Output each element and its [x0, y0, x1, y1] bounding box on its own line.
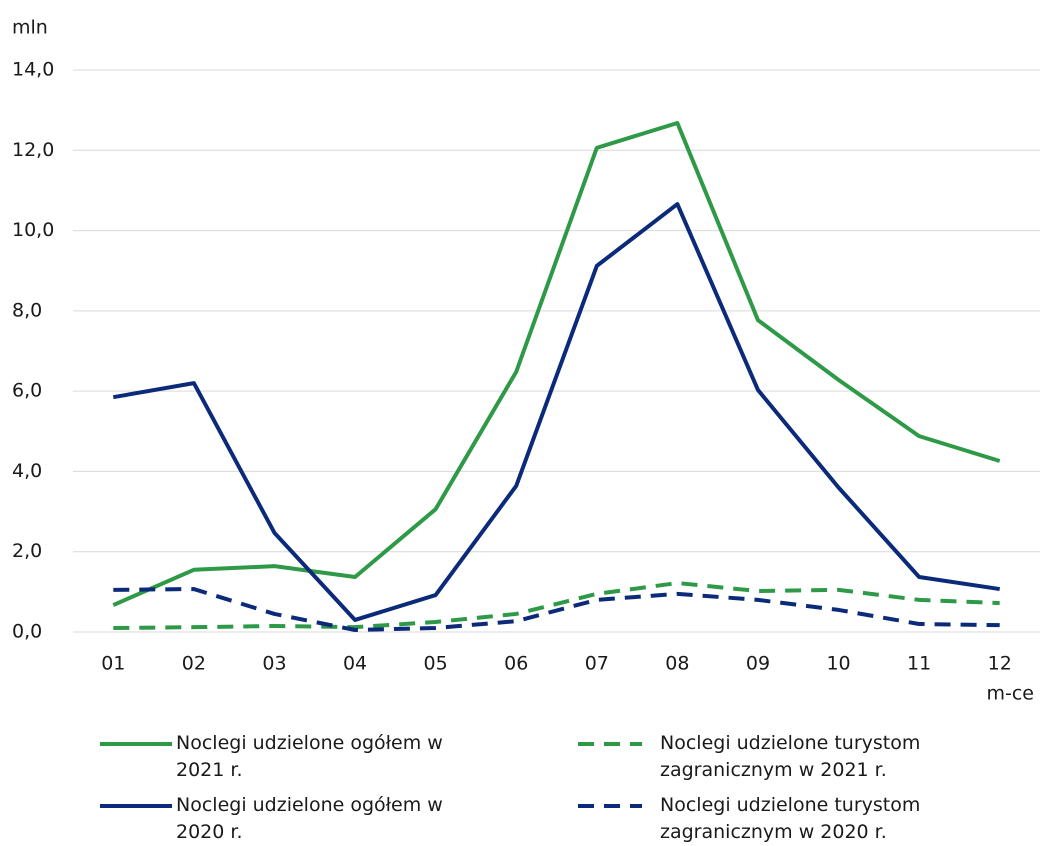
x-tick-label: 06 — [504, 653, 528, 675]
y-axis-label: mln — [12, 17, 48, 39]
legend-label: Noclegi udzielone turystom zagranicznym … — [660, 794, 921, 843]
x-tick-label: 05 — [424, 653, 448, 675]
y-tick-label: 8,0 — [12, 299, 42, 321]
legend-item: Noclegi udzielone ogółem w 2020 r. — [100, 792, 496, 846]
x-tick-label: 04 — [343, 653, 367, 675]
x-tick-label: 02 — [182, 653, 206, 675]
legend-label: Noclegi udzielone turystom zagranicznym … — [660, 732, 921, 781]
legend-item: Noclegi udzielone turystom zagranicznym … — [578, 730, 970, 784]
series-line — [112, 202, 1001, 622]
legend-item: Noclegi udzielone turystom zagranicznym … — [578, 792, 970, 846]
y-tick-label: 0,0 — [12, 621, 42, 643]
x-tick-label: 11 — [907, 653, 931, 675]
legend-swatch — [100, 742, 172, 746]
legend-swatch — [578, 742, 642, 746]
legend-label: Noclegi udzielone ogółem w 2021 r. — [176, 732, 443, 781]
series-line — [112, 120, 1001, 607]
legend-swatch — [100, 804, 172, 808]
y-tick-label: 10,0 — [12, 219, 54, 241]
series-line — [113, 587, 1000, 632]
chart: mln m-ce 0,0 2,0 4,0 6,0 8,0 10,0 12,0 14,0 01 02… — [12, 17, 1040, 701]
x-tick-label: 07 — [585, 653, 609, 675]
legend-item: Noclegi udzielone ogółem w 2021 r. — [100, 730, 496, 784]
y-tick-label: 2,0 — [12, 540, 42, 562]
y-tick-label: 6,0 — [12, 380, 42, 402]
y-tick-label: 4,0 — [12, 460, 42, 482]
x-axis-label: m-ce — [987, 683, 1035, 701]
legend-label: Noclegi udzielone ogółem w 2020 r. — [176, 794, 443, 843]
x-tick-label: 10 — [826, 653, 850, 675]
x-tick-label: 12 — [988, 653, 1012, 675]
x-tick-label: 08 — [665, 653, 689, 675]
x-tick-label: 09 — [746, 653, 770, 675]
series-line — [113, 581, 1000, 630]
y-tick-label: 12,0 — [12, 139, 54, 161]
x-tick-label: 01 — [101, 653, 125, 675]
legend-swatch — [578, 804, 642, 808]
y-tick-label: 14,0 — [12, 59, 54, 81]
x-tick-label: 03 — [262, 653, 286, 675]
